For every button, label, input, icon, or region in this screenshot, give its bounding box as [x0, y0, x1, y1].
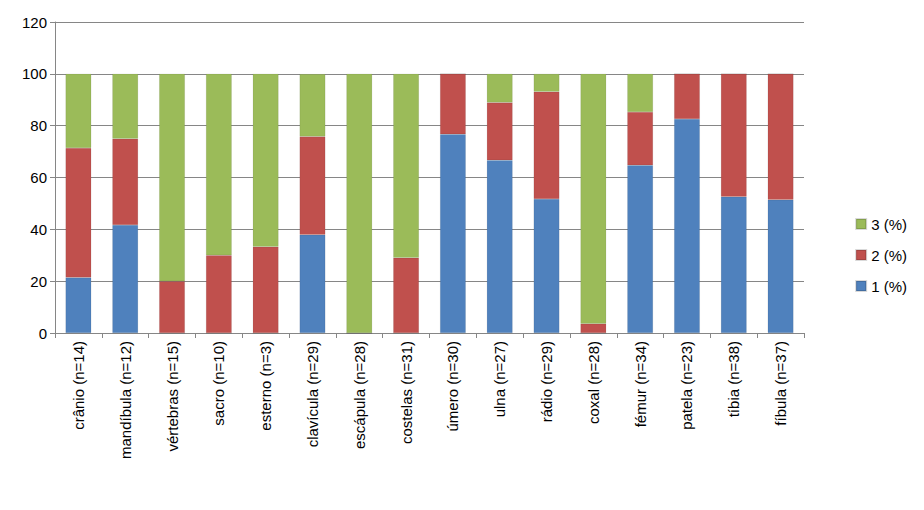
svg-text:escápula (n=28): escápula (n=28)	[351, 341, 368, 449]
svg-text:tíbia (n=38): tíbia (n=38)	[725, 341, 742, 417]
svg-text:úmero (n=30): úmero (n=30)	[444, 341, 461, 431]
svg-text:fémur (n=34): fémur (n=34)	[632, 341, 649, 427]
svg-text:vértebras (n=15): vértebras (n=15)	[164, 341, 181, 451]
svg-text:100: 100	[22, 65, 47, 82]
svg-text:60: 60	[30, 169, 47, 186]
svg-text:ulna (n=27): ulna (n=27)	[491, 341, 508, 417]
svg-text:costelas (n=31): costelas (n=31)	[398, 341, 415, 444]
svg-text:esterno (n=3): esterno (n=3)	[257, 341, 274, 431]
svg-text:0: 0	[39, 325, 47, 342]
svg-text:coxal (n=28): coxal (n=28)	[585, 341, 602, 424]
svg-text:patela (n=23): patela (n=23)	[678, 341, 695, 430]
svg-text:80: 80	[30, 117, 47, 134]
svg-text:40: 40	[30, 221, 47, 238]
svg-text:mandíbula (n=12): mandíbula (n=12)	[117, 341, 134, 459]
svg-text:3 (%): 3 (%)	[871, 216, 907, 233]
svg-text:20: 20	[30, 273, 47, 290]
svg-text:120: 120	[22, 14, 47, 31]
svg-text:sacro (n=10): sacro (n=10)	[210, 341, 227, 426]
svg-text:1 (%): 1 (%)	[871, 278, 907, 295]
svg-text:2 (%): 2 (%)	[871, 247, 907, 264]
svg-text:clavícula (n=29): clavícula (n=29)	[304, 341, 321, 447]
svg-text:fíbula (n=37): fíbula (n=37)	[772, 341, 789, 426]
svg-text:crânio (n=14): crânio (n=14)	[70, 341, 87, 430]
svg-text:rádio (n=29): rádio (n=29)	[538, 341, 555, 422]
